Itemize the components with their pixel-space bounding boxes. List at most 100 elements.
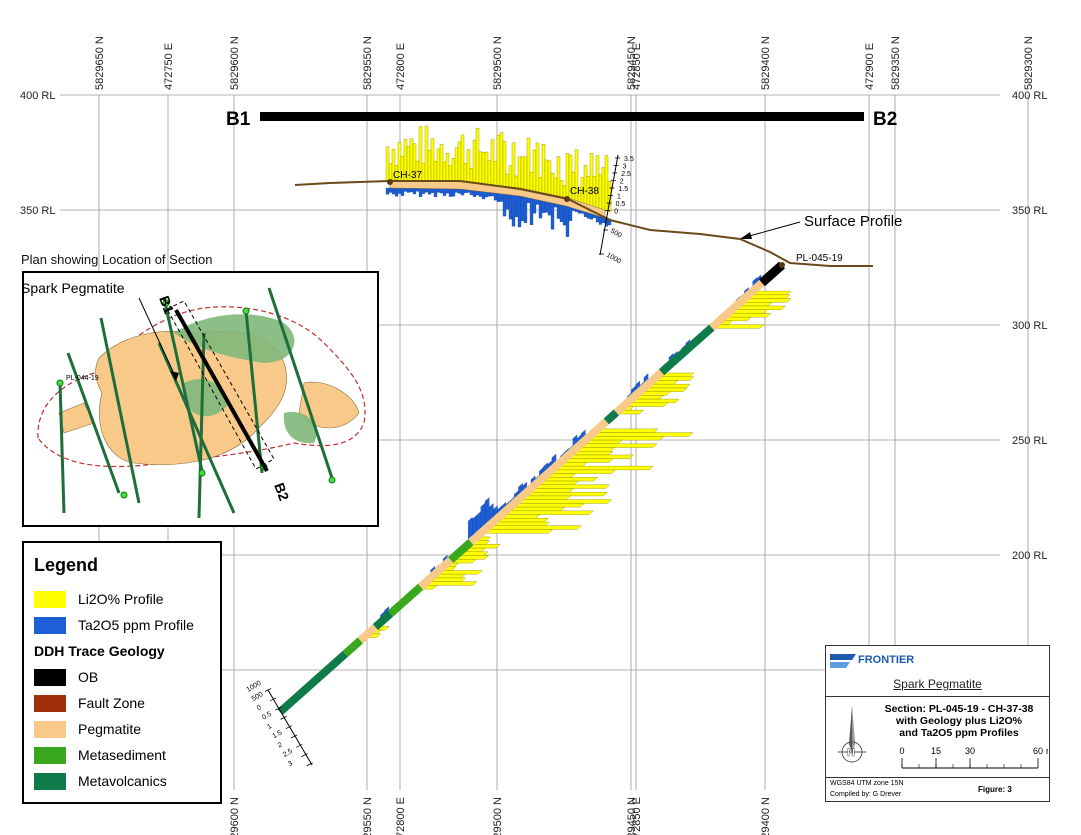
ch-li2o-bar <box>448 165 453 182</box>
legend-label-ob: OB <box>78 669 99 685</box>
legend-item-ta2o5: Ta2O5 ppm Profile <box>34 615 194 635</box>
metavolcanic-patch-north <box>174 314 295 363</box>
dh-scale-label: 3 <box>287 760 294 768</box>
ch-ta2o5-bar <box>427 187 432 195</box>
surface-profile-line <box>294 180 873 267</box>
legend-swatch-ob <box>34 668 66 686</box>
dh-scale-tick <box>264 688 272 692</box>
drillhole-scale-axis <box>267 689 313 766</box>
dh-li2o-bar <box>509 503 585 508</box>
ch-ta2o5-bar <box>433 187 438 198</box>
ch-ta2o5-bar <box>493 192 498 201</box>
ch-li2o-bar <box>556 156 561 197</box>
ch-ta2o5-bar <box>403 187 408 192</box>
ch-ta2o5-bar <box>565 205 570 237</box>
ch-li2o-bar <box>478 151 483 184</box>
ch-ta2o5-bar <box>412 187 417 195</box>
bottom-grid-labels: 5829600 N 5829550 N 472800 E 5829500 N 58294… <box>229 797 772 835</box>
dh-trace-pegmatite <box>613 369 665 416</box>
scale-tick-label: 30 <box>965 746 975 756</box>
ch-li2o-bar <box>388 163 393 182</box>
inset-section-line <box>174 309 269 472</box>
ch-ta2o5-bar <box>391 187 396 195</box>
dh-scale-tick <box>280 716 287 720</box>
ch-ta2o5-bar <box>502 193 507 217</box>
ch-ta2o5-bar <box>451 187 456 197</box>
rl-label-right: 250 RL <box>1012 435 1047 447</box>
inset-feature-label: Spark Pegmatite <box>24 280 125 296</box>
dh-li2o-bar <box>563 454 634 459</box>
grid-label-top: 5829500 N <box>492 36 504 90</box>
section-line-bar <box>260 112 864 121</box>
grid-label-top: 5829350 N <box>890 36 902 90</box>
ch-ta2o5-bar <box>388 187 393 193</box>
dh-scale-label: 1 <box>266 723 273 731</box>
ch-li2o-bar <box>505 173 510 188</box>
ch-38-collar <box>564 196 570 202</box>
ch-scale-label: 0.5 <box>616 201 626 208</box>
dh-li2o-bar <box>480 529 554 534</box>
ch-ta2o5-bar <box>406 187 411 193</box>
ch-ta2o5-bar <box>544 201 549 213</box>
ch-ta2o5-bar <box>400 187 405 196</box>
ch-ta2o5-bar <box>385 187 390 195</box>
ch-li2o-bar <box>454 147 459 182</box>
ch-li2o-bar <box>562 185 567 199</box>
section-window <box>166 300 275 470</box>
legend-geology-title: DDH Trace Geology <box>34 643 165 659</box>
ch-li2o-bar <box>529 171 534 192</box>
metavolcanic-patch-east <box>283 412 317 444</box>
rl-label-right: 350 RL <box>1012 205 1047 217</box>
ch-li2o-bar <box>427 149 432 182</box>
company-name: FRONTIER <box>858 654 915 666</box>
north-label: N <box>847 747 855 759</box>
metavolcanic-patch-center <box>184 379 229 417</box>
ch-li2o-bar <box>385 146 390 182</box>
ch-li2o-bar <box>547 160 552 196</box>
dh-scale-tick <box>290 734 298 739</box>
ch-li2o-bar <box>421 163 426 182</box>
ch-li2o-bar <box>430 138 435 182</box>
ch-li2o-bar <box>550 172 555 196</box>
legend-swatch-fault-zone <box>34 694 66 712</box>
ch-ta2o5-bar <box>418 187 423 197</box>
inset-hole-label: PL-044-19 <box>66 375 99 382</box>
dh-li2o-bar <box>584 436 665 441</box>
ch-ta2o5-bar <box>496 192 501 202</box>
ch-li2o-bar <box>463 163 468 182</box>
grid-label-top: 472750 E <box>163 43 175 90</box>
ch-ta2o5-bar <box>442 187 447 196</box>
ch-li2o-bar <box>526 137 531 191</box>
ch-ta2o5-bar <box>556 203 561 219</box>
dh-scale-label: 1.5 <box>272 729 284 740</box>
legend-label-li2o: Li2O% Profile <box>78 591 164 607</box>
ch-li2o-bar <box>511 142 516 189</box>
ch-scale-axis <box>599 154 619 256</box>
ch-li2o-bar <box>442 161 447 182</box>
ch-li2o-bar <box>466 149 471 183</box>
project-title: Spark Pegmatite <box>893 677 982 691</box>
inset-map: B1 B2 Spark Pegmatite PL-044-19 <box>24 280 366 519</box>
ch-li2o-bar <box>538 177 543 194</box>
dh-trace-metasediment <box>342 637 363 657</box>
ch-ta2o5-bar <box>508 194 513 220</box>
dh-trace-pegmatite <box>417 557 454 590</box>
ch-li2o-bar <box>517 156 522 189</box>
rl-label-left: 400 RL <box>20 90 55 102</box>
dh-trace-metavolcanics <box>372 610 394 631</box>
dh-scale-tick <box>301 753 308 757</box>
ch-scale-ticks: 3.532.521.510.50 500 1000 <box>599 156 634 266</box>
ch-li2o-bar <box>460 134 465 182</box>
dh-li2o-bar <box>501 510 594 515</box>
grid-label-bottom: 472800 E <box>395 797 407 835</box>
grid-label-bottom: 472850 E <box>631 797 643 835</box>
ch-li2o-bar <box>445 152 450 182</box>
ch-scale-label: 500 <box>609 228 623 240</box>
claim-outline <box>37 306 366 468</box>
ch-li2o-bar <box>439 144 444 182</box>
surface-profile-arrow <box>741 221 801 239</box>
company-logo <box>830 654 856 668</box>
ch-li2o-bar <box>520 156 525 190</box>
title-divider <box>826 696 1049 697</box>
hole-label-ch-38: CH-38 <box>570 186 599 197</box>
